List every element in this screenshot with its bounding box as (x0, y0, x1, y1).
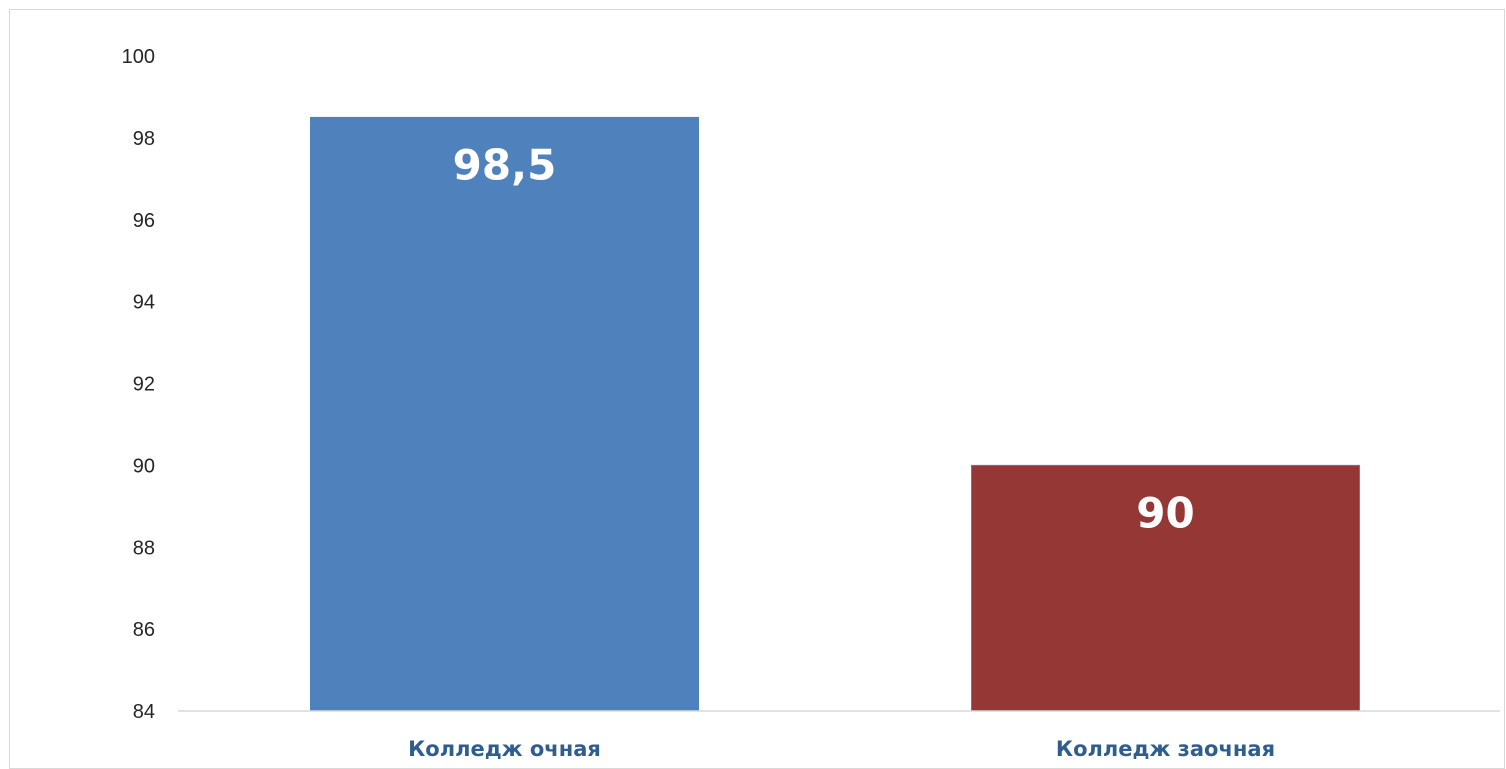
y-tick-label: 94 (133, 292, 155, 314)
y-tick-label: 96 (133, 210, 155, 232)
bars (310, 116, 1360, 712)
data-labels: 98,5 90 (453, 140, 1195, 537)
x-axis-category-labels: Колледж очная Колледж заочная (408, 737, 1275, 761)
y-tick-label: 92 (133, 374, 155, 396)
y-tick-label: 86 (133, 619, 155, 641)
data-label-2: 90 (1136, 488, 1194, 537)
bar-1 (310, 116, 699, 712)
y-tick-label: 100 (122, 46, 155, 68)
y-tick-label: 98 (133, 128, 155, 150)
bar-2 (971, 464, 1360, 712)
data-label-1: 98,5 (453, 140, 557, 189)
y-tick-label: 88 (133, 537, 155, 559)
y-axis-tick-labels: 84 86 88 90 92 94 96 98 100 (122, 46, 155, 723)
y-tick-label: 84 (133, 701, 155, 723)
category-label-1: Колледж очная (408, 737, 601, 761)
category-label-2: Колледж заочная (1056, 737, 1275, 761)
y-tick-label: 90 (133, 455, 155, 477)
